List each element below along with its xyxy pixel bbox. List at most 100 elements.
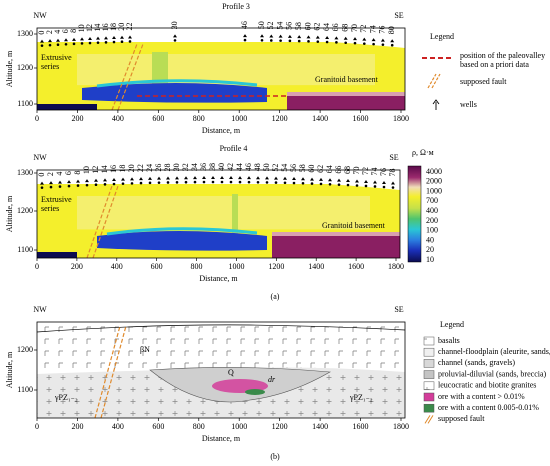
well-label: 64 (322, 23, 331, 31)
well-label: 26 (154, 164, 163, 172)
well-label: 22 (125, 22, 134, 30)
well-label: 38 (208, 163, 217, 171)
well-dot (260, 38, 264, 42)
section-blue (82, 83, 267, 103)
section-magenta (287, 92, 405, 96)
well-arrow (85, 179, 89, 183)
well-dot (80, 42, 84, 45)
well-label: 18 (109, 23, 118, 31)
section-darkblue (37, 252, 77, 258)
well-arrow (274, 176, 278, 180)
x-tick-label: 1200 (268, 262, 284, 271)
well-dot (104, 41, 108, 44)
colorbar (407, 165, 422, 263)
legend-fault (424, 415, 434, 424)
well-arrow (325, 35, 330, 39)
y-tick-label: 1100 (17, 99, 33, 108)
well-arrow (76, 179, 80, 183)
well-dot (40, 186, 44, 189)
well-dot (274, 181, 278, 184)
well-arrow (211, 176, 215, 180)
x-axis-label: Distance, m (202, 434, 241, 443)
well-arrow (80, 37, 84, 41)
well-label: 72 (359, 25, 368, 33)
well-arrow (256, 176, 260, 180)
well-dot (390, 43, 394, 47)
well-label: 24 (145, 164, 154, 172)
well-dot (337, 183, 341, 186)
well-label: 36 (199, 163, 208, 171)
well-arrow (371, 38, 376, 42)
well-arrow (184, 176, 188, 180)
well-dot (112, 40, 116, 44)
well-dot (355, 184, 359, 187)
well-dot (292, 181, 296, 185)
x-tick-label: 600 (151, 262, 163, 271)
well-arrow (120, 35, 124, 39)
colorbar-tick-label: 200 (426, 216, 438, 225)
well-dot (49, 185, 53, 189)
well-dot (130, 182, 134, 185)
well-arrow (96, 36, 100, 40)
well-arrow (103, 178, 107, 182)
unit-label: dr (268, 375, 276, 384)
well-arrow (287, 34, 292, 38)
well-dot (297, 39, 301, 43)
well-dot (319, 182, 323, 186)
well-label: 62 (313, 23, 322, 31)
section-cyan (96, 79, 258, 88)
well-dot (157, 181, 161, 184)
well-label: 80 (387, 26, 396, 34)
y-axis-label: Altitude, m (5, 50, 14, 87)
x-tick-label: 200 (71, 262, 83, 271)
well-dot (96, 41, 100, 44)
well-dot (247, 180, 251, 184)
well-label: 50 (257, 21, 266, 29)
well-label: 60 (303, 22, 312, 30)
well-arrow (130, 177, 134, 181)
well-label: 22 (136, 164, 145, 172)
well-dot (139, 181, 143, 185)
well-arrow (56, 38, 60, 42)
legend-text: position of the paleovalley (460, 51, 545, 60)
well-dot (288, 39, 292, 43)
well-dot (265, 181, 269, 184)
se-label: SE (394, 11, 403, 20)
x-tick-label: 1800 (393, 114, 409, 123)
y-tick-label: 1300 (17, 168, 33, 177)
well-dot (85, 183, 89, 187)
well-label: 16 (109, 165, 118, 173)
well-label: 56 (285, 22, 294, 30)
well-dot (48, 43, 52, 47)
well-arrow (380, 38, 385, 42)
well-arrow (301, 177, 305, 181)
well-dot (166, 181, 170, 184)
section-purple (272, 236, 400, 258)
well-label: 70 (352, 166, 361, 174)
well-arrow (193, 176, 197, 180)
well-arrow (292, 177, 296, 181)
plot-frame (36, 27, 406, 111)
ore-low (245, 389, 265, 395)
well-label: 74 (368, 25, 377, 33)
well-arrow (58, 180, 62, 184)
well-label: 42 (226, 163, 235, 171)
colorbar-tick-label: 100 (426, 226, 438, 235)
well-arrow (391, 181, 395, 185)
well-label: 66 (331, 23, 340, 31)
well-label: 50 (262, 163, 271, 171)
legend-text: ore with a content > 0.01% (438, 392, 525, 401)
well-label: 52 (271, 164, 280, 172)
well-dot (373, 185, 377, 188)
x-tick-label: 1400 (312, 114, 328, 123)
well-dot (76, 184, 80, 187)
well-dot (256, 180, 260, 184)
section-light (77, 54, 375, 86)
colorbar-tick-label: 40 (426, 235, 434, 244)
well-dot (316, 40, 320, 43)
well-arrow (104, 36, 108, 40)
well-dot (391, 186, 395, 189)
well-arrow (220, 176, 224, 180)
well-label: 54 (275, 22, 284, 30)
well-arrow (346, 179, 350, 183)
